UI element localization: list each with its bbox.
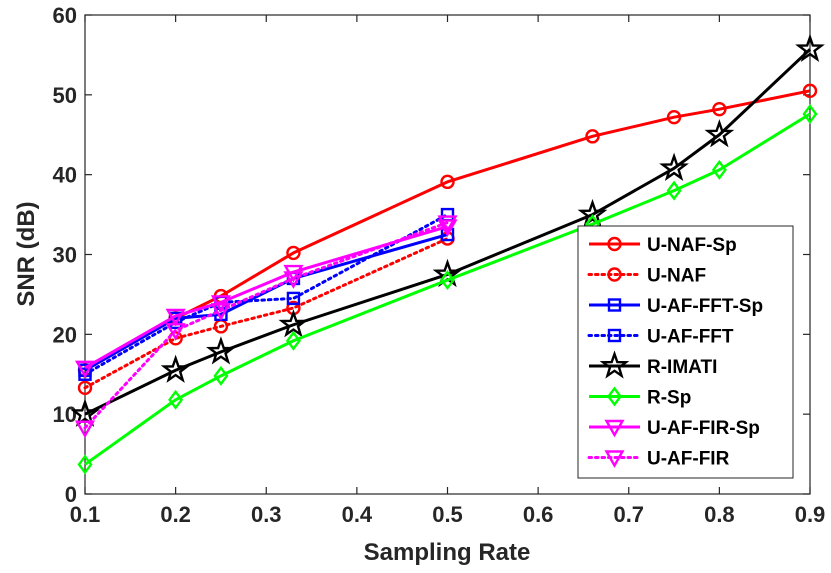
data-point — [437, 219, 458, 237]
data-point — [440, 174, 455, 190]
legend-item: U-AF-FIR-Sp — [589, 418, 760, 439]
x-tick-label: 0.6 — [523, 502, 554, 527]
data-point — [286, 245, 301, 261]
y-axis-title: SNR (dB) — [13, 201, 40, 306]
y-tick-label: 10 — [53, 402, 77, 427]
legend-item: R-Sp — [589, 386, 691, 409]
x-axis-ticks: 0.1 0.2 0.3 0.4 0.5 0.6 0.7 0.8 0.9 — [70, 15, 826, 527]
x-tick-label: 0.1 — [70, 502, 101, 527]
legend-marker — [604, 450, 625, 468]
y-tick-label: 50 — [53, 83, 77, 108]
data-point — [704, 119, 735, 148]
y-tick-label: 0 — [65, 482, 77, 507]
data-point — [165, 308, 186, 327]
data-point — [666, 180, 682, 201]
data-point — [283, 271, 304, 289]
legend-label: R-Sp — [647, 388, 691, 409]
legend-marker — [604, 419, 625, 438]
series-line — [84, 233, 448, 372]
data-point — [795, 33, 825, 62]
y-tick-label: 40 — [53, 163, 77, 188]
legend-label: U-AF-FIR — [647, 449, 730, 470]
data-point — [210, 303, 232, 321]
data-point — [74, 420, 96, 439]
legend-item: U-NAF-Sp — [589, 235, 737, 256]
data-point — [659, 152, 689, 181]
data-point — [278, 309, 309, 338]
data-point — [802, 103, 818, 124]
legend-marker — [607, 386, 622, 407]
data-point — [78, 367, 92, 381]
legend-box — [577, 225, 794, 479]
legend-label: U-NAF-Sp — [647, 235, 737, 256]
legend-label: U-AF-FFT-Sp — [647, 296, 763, 317]
x-tick-label: 0.2 — [160, 502, 191, 527]
series-line — [83, 221, 449, 430]
series-line — [83, 213, 449, 376]
y-tick-label: 20 — [53, 322, 77, 347]
legend-item: U-AF-FIR — [587, 449, 730, 470]
data-point — [666, 109, 682, 125]
y-tick-label: 30 — [53, 243, 77, 268]
legend-label: U-AF-FIR-Sp — [647, 418, 760, 439]
x-tick-label: 0.3 — [251, 502, 282, 527]
data-point — [286, 291, 301, 306]
legend-item: U-AF-FFT-Sp — [589, 296, 763, 317]
series-r-sp — [77, 103, 818, 475]
y-tick-label: 60 — [53, 3, 77, 28]
series-layer — [70, 33, 825, 475]
series-u-af-fir — [74, 215, 458, 439]
data-point — [160, 354, 191, 383]
x-tick-label: 0.7 — [613, 502, 644, 527]
series-line — [84, 112, 811, 466]
series-line — [83, 237, 449, 390]
x-tick-label: 0.9 — [795, 502, 826, 527]
series-line — [84, 48, 812, 416]
data-point — [77, 454, 93, 475]
legend-label: U-AF-FFT — [647, 327, 734, 348]
data-point — [711, 159, 727, 180]
x-tick-label: 0.8 — [704, 502, 735, 527]
legend-marker — [607, 236, 622, 252]
x-tick-label: 0.5 — [432, 502, 463, 527]
data-point — [802, 83, 818, 99]
data-point — [206, 336, 236, 365]
data-point — [712, 102, 727, 117]
legend-marker — [599, 350, 630, 379]
data-point — [168, 389, 184, 410]
data-point — [577, 198, 608, 228]
data-point — [585, 129, 600, 144]
legend-label: U-NAF — [647, 266, 706, 287]
legend-marker — [607, 298, 622, 312]
legend-item: R-IMATI — [589, 350, 717, 379]
data-point — [165, 323, 186, 341]
legend-marker — [607, 328, 622, 343]
data-point — [437, 215, 458, 233]
data-point — [440, 270, 455, 291]
legend-label: R-IMATI — [647, 357, 717, 378]
data-point — [74, 360, 96, 379]
legend: U-NAF-Sp U-NAF U-AF-FFT-Sp U-AF-FFT R-IMATI R… — [577, 225, 794, 479]
data-point — [77, 380, 93, 396]
legend-item: U-AF-FFT — [587, 327, 734, 348]
data-point — [70, 398, 100, 427]
x-tick-label: 0.4 — [342, 502, 373, 527]
data-point — [285, 330, 301, 351]
x-axis-title: Sampling Rate — [364, 539, 531, 566]
legend-marker — [607, 267, 622, 282]
legend-item: U-NAF — [587, 266, 706, 287]
series-r-imati — [70, 33, 825, 427]
series-line — [84, 225, 448, 370]
data-point — [213, 365, 229, 386]
